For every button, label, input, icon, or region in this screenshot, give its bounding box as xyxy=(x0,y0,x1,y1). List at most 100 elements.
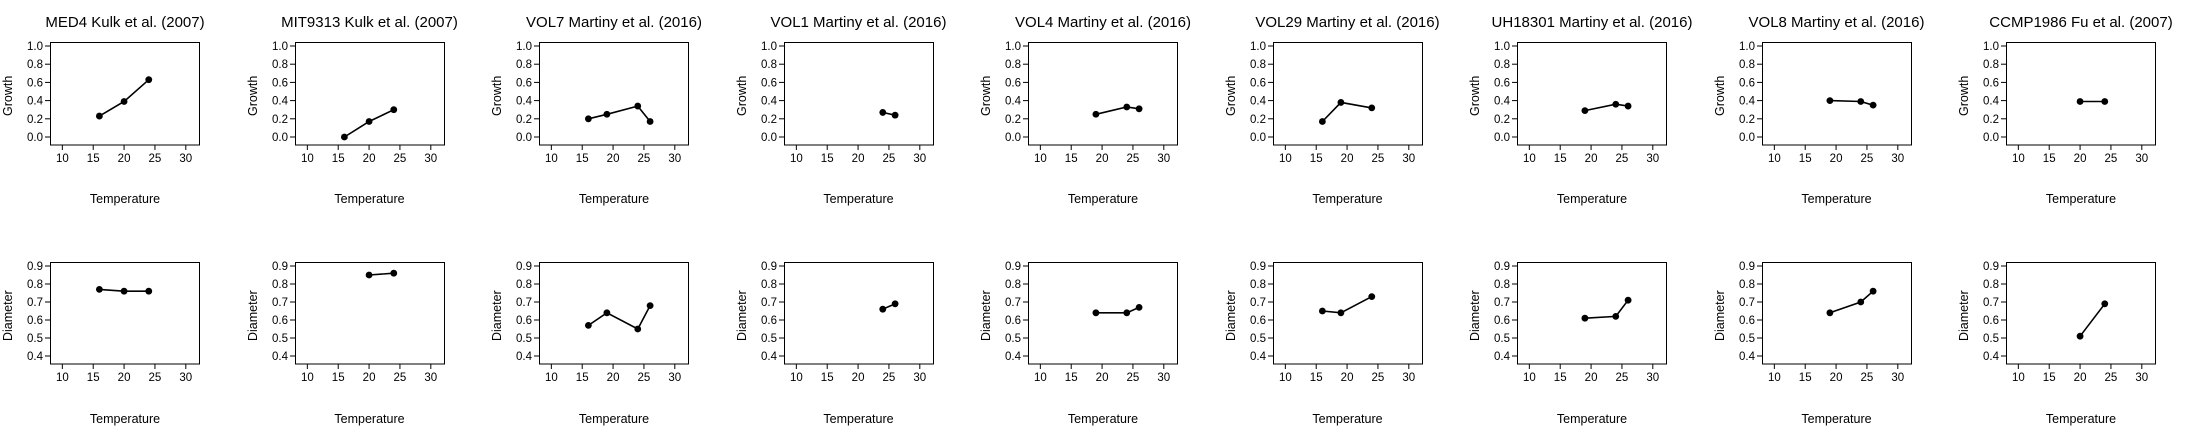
plot-svg: 10 15 20 25 30 0.0 0.2 0.4 0.6 0.8 1.0 xyxy=(1983,41,2156,165)
x-tick-label: 25 xyxy=(1371,372,1384,384)
series-line xyxy=(1829,290,1874,314)
y-tick-label: 0.4 xyxy=(1250,96,1267,108)
x-tick-label: 30 xyxy=(1646,153,1659,165)
plot-svg: 10 15 20 25 30 0.4 0.5 0.6 0.7 0.8 0.9 xyxy=(761,261,934,384)
y-axis-label: Growth xyxy=(245,75,260,116)
y-tick-label: 0.4 xyxy=(27,351,44,363)
x-tick-label: 30 xyxy=(668,153,681,165)
plot-frame xyxy=(1272,262,1423,365)
y-tick-label: 0.9 xyxy=(1250,261,1266,273)
plot-panel: 10 15 20 25 30 0.0 0.2 0.4 0.6 0.8 1.0 xyxy=(1494,41,1667,167)
x-tick-label: 10 xyxy=(789,153,802,165)
data-point xyxy=(1135,304,1143,311)
y-tick-label: 0.6 xyxy=(1983,77,1999,89)
y-axis-label: Diameter xyxy=(1957,289,1971,341)
plot-frame xyxy=(1028,262,1178,365)
plot-svg: 10 15 20 25 30 0.0 0.2 0.4 0.6 0.8 1.0 xyxy=(516,41,689,165)
x-tick-label: 25 xyxy=(638,372,651,384)
x-tick-label: 10 xyxy=(545,153,558,165)
x-tick-label: 15 xyxy=(87,372,100,384)
plot-panel: 10 15 20 25 30 0.4 0.5 0.6 0.7 0.8 0.9 xyxy=(1983,261,2156,386)
plot-panel: 10 15 20 25 30 0.0 0.2 0.4 0.6 0.8 1.0 xyxy=(761,41,934,167)
y-tick-label: 0.8 xyxy=(1983,59,1999,71)
x-tick-label: 10 xyxy=(1034,153,1047,165)
data-point xyxy=(878,305,886,313)
x-tick-label: 20 xyxy=(362,372,375,384)
x-tick-label: 10 xyxy=(56,153,69,165)
plot-svg: 10 15 20 25 30 0.0 0.2 0.4 0.6 0.8 1.0 xyxy=(272,41,445,165)
x-tick-label: 30 xyxy=(424,372,437,384)
data-point xyxy=(1123,103,1131,111)
y-tick-label: 0.7 xyxy=(516,297,532,309)
x-tick-label: 25 xyxy=(882,153,895,165)
x-tick-label: 30 xyxy=(913,153,926,165)
y-tick-label: 0.9 xyxy=(1494,261,1510,273)
x-axis-label: Temperature xyxy=(1801,192,1872,206)
y-tick-label: 0.0 xyxy=(1494,132,1510,144)
data-point xyxy=(1123,309,1131,317)
data-point xyxy=(365,271,372,279)
data-point xyxy=(1581,314,1589,322)
data-point xyxy=(2101,98,2109,105)
plot-frame xyxy=(539,42,689,146)
plot-frame xyxy=(1517,262,1667,365)
data-point xyxy=(365,118,372,125)
data-point xyxy=(95,112,103,120)
data-point xyxy=(1856,298,1864,306)
y-tick-label: 0.4 xyxy=(516,351,533,363)
plot-frame xyxy=(1761,42,1912,146)
y-tick-label: 0.0 xyxy=(761,132,777,144)
y-tick-label: 0.7 xyxy=(1983,297,1999,309)
plot-panel: 10 15 20 25 30 0.0 0.2 0.4 0.6 0.8 1.0 xyxy=(272,41,445,167)
x-tick-label: 20 xyxy=(2074,153,2087,165)
y-tick-label: 0.8 xyxy=(516,279,532,291)
x-tick-label: 30 xyxy=(179,372,192,384)
series-line xyxy=(1321,101,1372,123)
y-axis-label: Diameter xyxy=(979,289,993,341)
x-tick-label: 30 xyxy=(1402,372,1415,384)
plot-panel: 10 15 20 25 30 0.0 0.2 0.4 0.6 0.8 1.0 xyxy=(516,41,689,167)
data-point xyxy=(145,76,153,84)
x-tick-label: 15 xyxy=(576,372,589,384)
panel-title: VOL4 Martiny et al. (2016) xyxy=(1015,14,1191,31)
x-tick-label: 20 xyxy=(1829,372,1842,384)
y-tick-label: 0.7 xyxy=(272,297,288,309)
x-tick-label: 10 xyxy=(2012,372,2025,384)
y-tick-label: 0.2 xyxy=(516,114,532,126)
x-axis-label: Temperature xyxy=(1556,412,1628,426)
plot-svg: 10 15 20 25 30 0.4 0.5 0.6 0.7 0.8 0.9 xyxy=(516,261,689,384)
y-tick-label: 0.6 xyxy=(1250,315,1266,327)
data-point xyxy=(1869,287,1877,295)
x-tick-label: 20 xyxy=(851,372,864,384)
y-tick-label: 0.2 xyxy=(27,114,43,126)
y-axis-label: Growth xyxy=(1,75,15,116)
x-tick-label: 20 xyxy=(1096,372,1109,384)
plot-frame xyxy=(2006,42,2156,146)
x-tick-label: 10 xyxy=(1523,372,1536,384)
plot-panel: 10 15 20 25 30 0.4 0.5 0.6 0.7 0.8 0.9 xyxy=(1250,261,1423,386)
plot-frame xyxy=(539,262,689,365)
x-tick-label: 15 xyxy=(1554,153,1567,165)
data-point xyxy=(1135,105,1143,113)
y-tick-label: 0.5 xyxy=(1739,333,1755,345)
x-tick-label: 20 xyxy=(1340,372,1353,384)
plot-svg: 10 15 20 25 30 0.4 0.5 0.6 0.7 0.8 0.9 xyxy=(27,261,200,384)
y-axis-label: Growth xyxy=(1957,75,1971,116)
y-tick-label: 1.0 xyxy=(1983,41,1999,53)
y-tick-label: 0.6 xyxy=(1494,315,1510,327)
y-tick-label: 0.9 xyxy=(27,261,43,273)
plot-svg: 10 15 20 25 30 0.0 0.2 0.4 0.6 0.8 1.0 xyxy=(1739,41,1912,165)
x-tick-label: 20 xyxy=(118,153,131,165)
x-tick-label: 20 xyxy=(851,153,864,165)
x-tick-label: 30 xyxy=(1891,153,1904,165)
x-tick-label: 15 xyxy=(331,372,344,384)
y-tick-label: 0.8 xyxy=(27,279,43,291)
data-point xyxy=(2076,332,2084,340)
plot-frame xyxy=(1272,42,1423,146)
y-tick-label: 0.4 xyxy=(761,96,778,108)
x-tick-label: 25 xyxy=(2105,372,2118,384)
y-tick-label: 0.6 xyxy=(1983,315,1999,327)
data-point xyxy=(1337,99,1344,106)
y-tick-label: 0.8 xyxy=(1983,279,1999,291)
